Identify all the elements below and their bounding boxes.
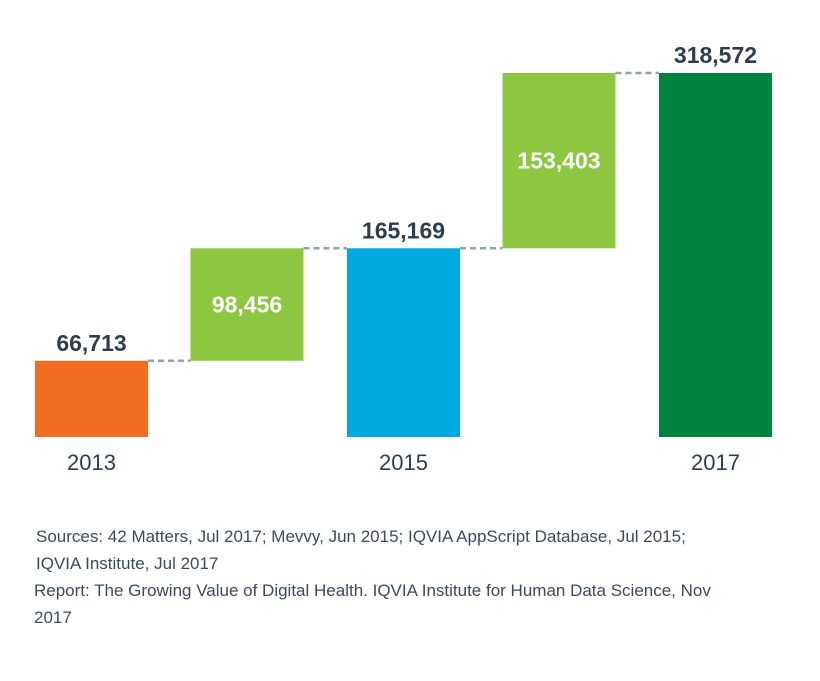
data-label: 165,169 [362, 217, 445, 243]
sources-note: Sources: 42 Matters, Jul 2017; Mevvy, Ju… [36, 527, 686, 573]
x-tick-label: 2013 [67, 450, 116, 475]
x-tick-label: 2017 [691, 450, 740, 475]
data-label: 98,456 [212, 292, 282, 318]
data-label: 153,403 [517, 148, 600, 174]
bar-increase-1 [190, 248, 304, 361]
bar-2015 [347, 248, 460, 437]
data-label: 66,713 [56, 330, 126, 356]
x-tick-label: 2015 [379, 450, 428, 475]
bar-2017 [659, 73, 772, 437]
bar-increase-3 [502, 73, 616, 249]
chart-notes: Sources: 42 Matters, Jul 2017; Mevvy, Ju… [34, 523, 754, 631]
data-label: 318,572 [674, 42, 757, 68]
report-note: Report: The Growing Value of Digital Hea… [34, 581, 711, 627]
bar-2013 [35, 360, 148, 437]
